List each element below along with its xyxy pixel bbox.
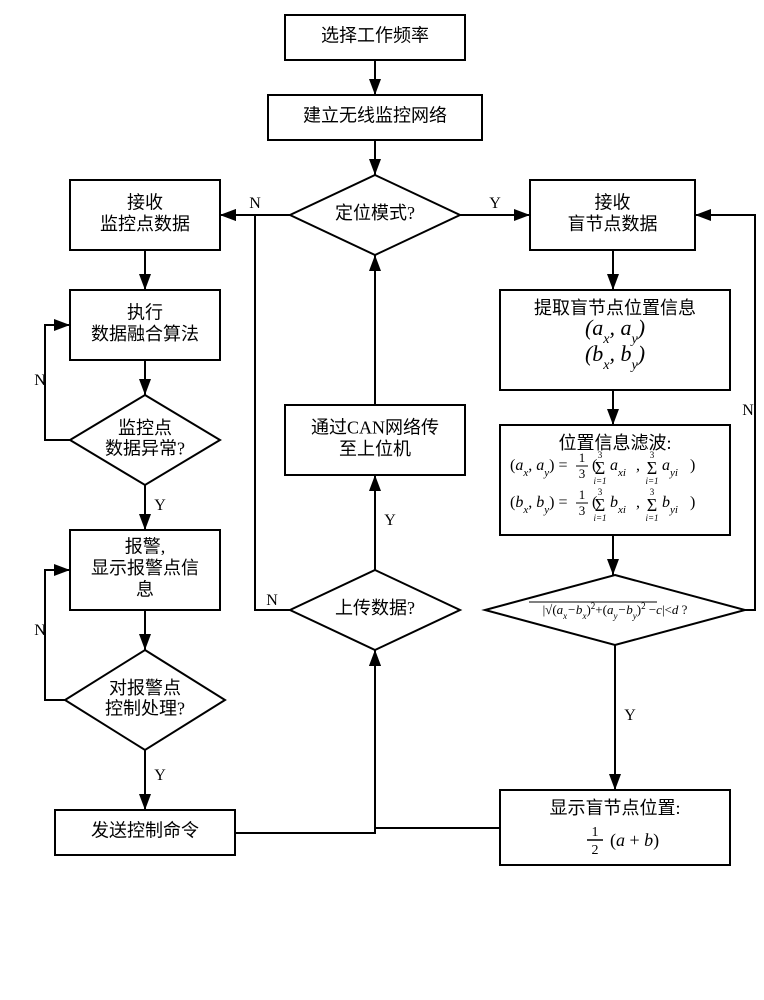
svg-text:定位模式?: 定位模式? [335, 203, 415, 223]
svg-text:上传数据?: 上传数据? [335, 598, 415, 618]
svg-text:Σ: Σ [647, 495, 657, 515]
svg-text:(bx, by) =: (bx, by) = [510, 494, 567, 516]
svg-text:Σ: Σ [595, 458, 605, 478]
svg-text:,: , [636, 457, 640, 474]
edge-label: Y [154, 767, 166, 784]
svg-text:bxi: bxi [610, 494, 626, 516]
edge-label: Y [624, 707, 636, 724]
svg-text:1: 1 [579, 487, 586, 502]
svg-text:执行: 执行 [127, 302, 163, 322]
svg-text:数据融合算法: 数据融合算法 [91, 324, 199, 344]
svg-text:ayi: ayi [662, 457, 678, 479]
svg-text:axi: axi [610, 457, 626, 479]
svg-text:Σ: Σ [647, 458, 657, 478]
svg-text:3: 3 [579, 466, 586, 481]
svg-text:1: 1 [579, 450, 586, 465]
edge-label: N [34, 372, 46, 389]
svg-text:息: 息 [136, 580, 154, 600]
edge-label: Y [489, 195, 501, 212]
svg-text:数据异常?: 数据异常? [105, 438, 185, 458]
node-n12: 位置信息滤波:(ax, ay) = 13(3Σi=1axi,3Σi=1ayi)(… [500, 425, 730, 535]
svg-text:控制处理?: 控制处理? [105, 698, 185, 718]
svg-text:发送控制命令: 发送控制命令 [91, 821, 199, 841]
svg-text:监控点数据: 监控点数据 [100, 214, 190, 234]
edge-label: N [742, 402, 754, 419]
node-n14: 显示盲节点位置: 1 2 (a + b) [500, 790, 730, 865]
svg-text:2: 2 [592, 843, 599, 858]
svg-text:监控点: 监控点 [118, 418, 172, 438]
svg-text:接收: 接收 [595, 192, 631, 212]
node-n13: |√(ax−bx)2+(ay−by)2 −c|<d ? [485, 575, 745, 645]
svg-text:位置信息滤波:: 位置信息滤波: [558, 433, 671, 453]
edge [235, 650, 375, 833]
edge-label: N [266, 592, 278, 609]
edge [45, 325, 70, 440]
svg-text:至上位机: 至上位机 [339, 439, 411, 459]
node-n11: 提取盲节点位置信息(ax, ay)(bx, by) [500, 290, 730, 390]
svg-text:i=1: i=1 [593, 513, 606, 523]
edge-label: Y [384, 512, 396, 529]
svg-text:盲节点数据: 盲节点数据 [568, 214, 658, 234]
svg-text:报警,: 报警, [125, 537, 166, 557]
svg-text:选择工作频率: 选择工作频率 [321, 26, 429, 46]
edge-label: Y [154, 497, 166, 514]
svg-text:(a + b): (a + b) [610, 830, 659, 851]
svg-text:): ) [690, 494, 695, 511]
svg-text:1: 1 [592, 825, 599, 840]
flowchart-canvas: 选择工作频率建立无线监控网络定位模式?接收监控点数据执行数据融合算法监控点数据异… [0, 0, 764, 1000]
svg-text:3: 3 [579, 503, 586, 518]
svg-text:建立无线监控网络: 建立无线监控网络 [303, 106, 447, 126]
svg-text:|√(ax−bx)2+(ay−by)2 −c|<d ?: |√(ax−bx)2+(ay−by)2 −c|<d ? [543, 601, 688, 621]
svg-text:接收: 接收 [127, 192, 163, 212]
svg-text:通过CAN网络传: 通过CAN网络传 [311, 417, 439, 437]
svg-text:i=1: i=1 [645, 513, 658, 523]
edge [45, 570, 70, 700]
svg-text:i=1: i=1 [645, 476, 658, 486]
svg-text:显示报警点信: 显示报警点信 [91, 558, 199, 578]
svg-text:(ax, ay) =: (ax, ay) = [510, 457, 567, 479]
svg-text:i=1: i=1 [593, 476, 606, 486]
svg-text:byi: byi [662, 494, 678, 516]
edge-label: N [34, 622, 46, 639]
svg-text:Σ: Σ [595, 495, 605, 515]
edge [375, 650, 500, 828]
svg-text:,: , [636, 494, 640, 511]
svg-text:显示盲节点位置:: 显示盲节点位置: [549, 798, 680, 818]
edge [220, 215, 290, 610]
svg-text:): ) [690, 457, 695, 474]
edge-label: N [249, 195, 261, 212]
svg-text:对报警点: 对报警点 [109, 678, 181, 698]
